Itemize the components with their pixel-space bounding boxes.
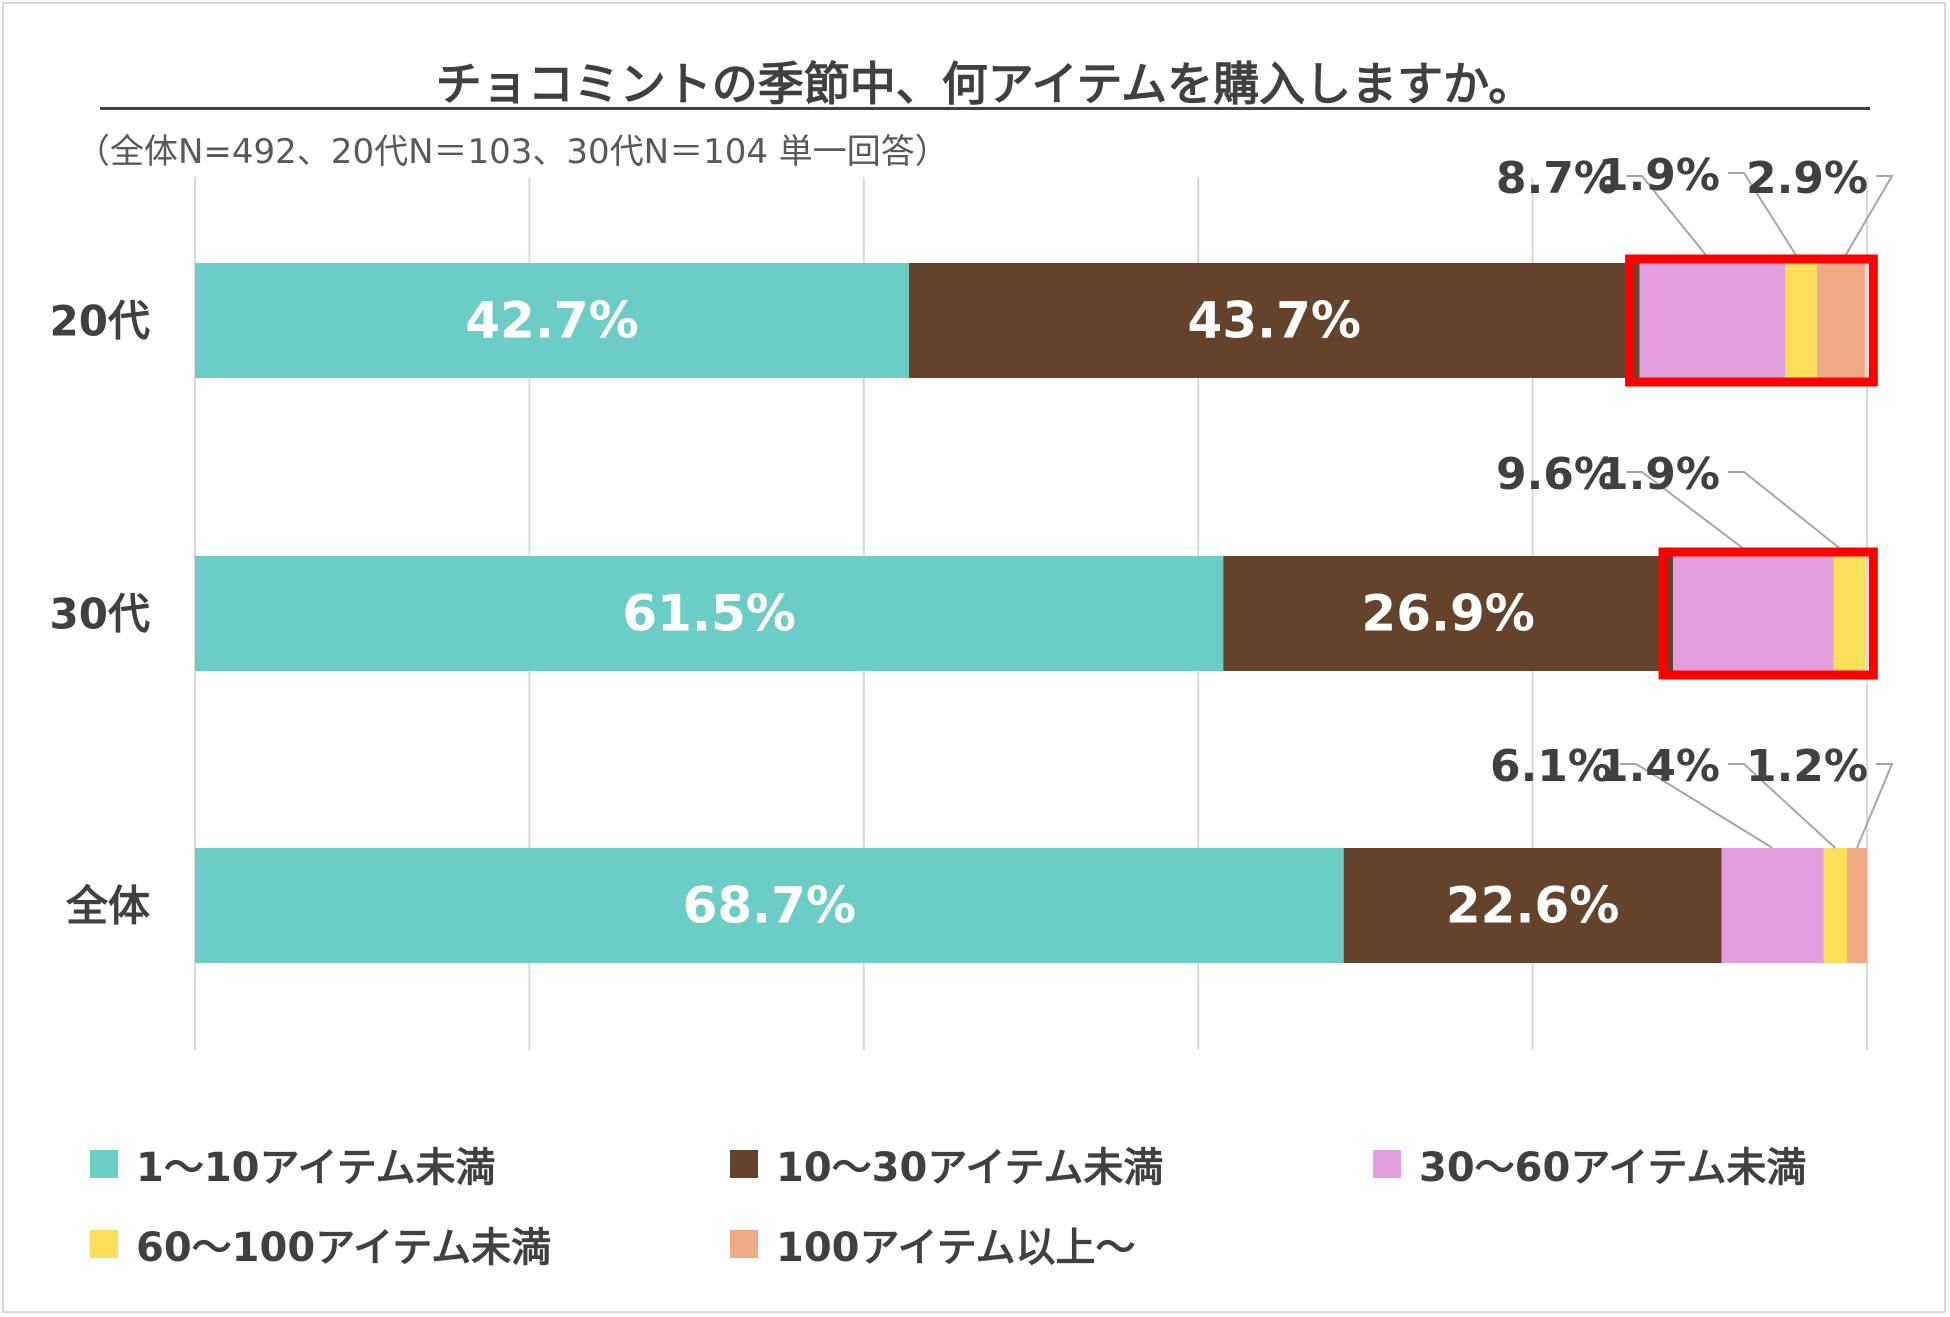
legend-label: 10～30アイテム未満 [776, 1145, 1164, 1191]
legend-item: 10～30アイテム未満 [730, 1135, 1163, 1193]
bar-segment [1785, 263, 1817, 378]
legend-label: 1～10アイテム未満 [136, 1145, 496, 1191]
bar-segment [195, 848, 1344, 963]
leader-line [1856, 763, 1894, 849]
legend-item: 1～10アイテム未満 [90, 1135, 496, 1193]
leader-line [1620, 763, 1774, 849]
bar-segment [195, 263, 909, 378]
bar-segment [1721, 848, 1824, 963]
bar-segment [1846, 848, 1867, 963]
legend-swatch [1373, 1150, 1401, 1178]
bar-segment [1223, 556, 1674, 671]
bar-segment [195, 556, 1224, 671]
leader-line [1840, 175, 1894, 264]
legend-swatch [730, 1230, 758, 1258]
legend-swatch [90, 1150, 118, 1178]
data-label: 1.2% [1746, 741, 1868, 792]
leader-line [1626, 175, 1714, 264]
data-label: 1.9% [1598, 150, 1720, 201]
legend-item: 30～60アイテム未満 [1373, 1135, 1806, 1193]
data-label: 22.6% [1446, 877, 1619, 935]
category-label: 全体 [65, 882, 150, 931]
legend-swatch [730, 1150, 758, 1178]
data-label: 1.4% [1598, 741, 1720, 792]
data-label: 61.5% [622, 585, 795, 643]
chart-legend: 1～10アイテム未満 10～30アイテム未満 30～60アイテム未満 60～100アイ… [90, 1135, 1890, 1305]
data-label: 9.6% [1496, 449, 1618, 500]
legend-label: 100アイテム以上～ [776, 1225, 1136, 1271]
leader-line [1728, 172, 1802, 264]
bar-segment [908, 263, 1640, 378]
category-label: 30代 [50, 590, 150, 639]
data-label: 42.7% [465, 292, 638, 350]
chart-subtitle: （全体N=492、20代N＝103、30代N＝104 単一回答） [76, 132, 949, 172]
bar-segment [1816, 263, 1866, 378]
data-label: 1.9% [1598, 449, 1720, 500]
legend-label: 60～100アイテム未満 [136, 1225, 552, 1271]
leader-line [1728, 763, 1836, 849]
bar-segment [1823, 848, 1847, 963]
leader-line [1626, 471, 1754, 557]
data-label: 68.7% [683, 877, 856, 935]
bar-segment [1639, 263, 1786, 378]
highlight-box [1658, 547, 1878, 680]
legend-label: 30～60アイテム未満 [1419, 1145, 1807, 1191]
bar-segment [1343, 848, 1722, 963]
title-underline [100, 107, 1870, 110]
data-label: 43.7% [1188, 292, 1361, 350]
highlight-box [1625, 254, 1878, 387]
data-label: 2.9% [1746, 153, 1868, 204]
legend-item: 60～100アイテム未満 [90, 1215, 551, 1273]
bar-segment [1673, 556, 1834, 671]
data-label: 8.7% [1496, 153, 1618, 204]
legend-item: 100アイテム以上～ [730, 1215, 1136, 1273]
legend-swatch [90, 1230, 118, 1258]
data-label: 6.1% [1490, 741, 1612, 792]
chart-title: チョコミントの季節中、何アイテムを購入しますか。 [435, 57, 1535, 111]
data-label: 26.9% [1361, 585, 1534, 643]
bar-segment [1833, 556, 1866, 671]
leader-line [1728, 471, 1851, 557]
category-label: 20代 [50, 297, 150, 346]
